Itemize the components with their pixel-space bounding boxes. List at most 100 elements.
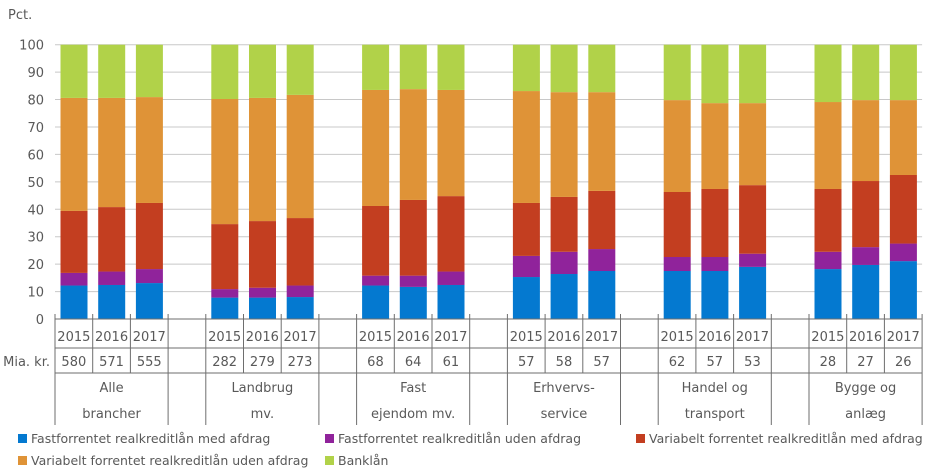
x-tick-year: 2015: [811, 330, 844, 345]
bar-segment-1: [550, 251, 578, 275]
group-label: Fast: [400, 381, 426, 396]
bar-segment-3: [249, 97, 276, 222]
bar-segment-4: [60, 44, 88, 98]
amount-label: 53: [744, 355, 761, 370]
group-label: brancher: [82, 407, 141, 422]
y-tick-label: 90: [27, 66, 44, 81]
amount-label: 68: [367, 355, 384, 370]
bar-segment-2: [249, 221, 276, 288]
amount-label: 282: [212, 355, 237, 370]
bar-segment-2: [663, 191, 691, 258]
group-label: mv.: [251, 407, 274, 422]
x-tick-year: 2016: [849, 330, 882, 345]
bar-segment-2: [98, 207, 126, 272]
bar-segment-3: [437, 89, 465, 197]
bar-segment-4: [889, 44, 917, 101]
x-tick-year: 2016: [95, 330, 128, 345]
bar-segment-4: [739, 44, 767, 104]
bar-segment-3: [852, 100, 880, 182]
group-label: ejendom mv.: [371, 407, 455, 422]
x-tick-year: 2015: [661, 330, 694, 345]
x-tick-year: 2017: [434, 330, 467, 345]
legend-swatch: [636, 434, 645, 443]
group-label: Landbrug: [231, 381, 293, 396]
bar-segment-0: [362, 285, 390, 319]
amount-label: 62: [669, 355, 686, 370]
bar-segment-1: [889, 243, 917, 262]
bar-segment-0: [663, 270, 691, 319]
group-label: service: [541, 407, 588, 422]
bar-segment-0: [60, 285, 88, 319]
legend-item: Variabelt forrentet realkreditlån med af…: [636, 431, 923, 446]
bar-segment-0: [437, 284, 465, 319]
amount-label: 580: [61, 355, 86, 370]
x-tick-year: 2015: [57, 330, 90, 345]
legend-swatch: [18, 434, 27, 443]
amount-label: 64: [405, 355, 422, 370]
legend-swatch: [18, 456, 27, 465]
bar-segment-1: [98, 271, 126, 285]
bar-segment-3: [512, 91, 540, 203]
bar-segment-2: [588, 190, 616, 250]
x-tick-year: 2016: [246, 330, 279, 345]
bar-segment-0: [249, 297, 276, 319]
bar-segment-3: [701, 103, 729, 189]
legend-label: Variabelt forrentet realkreditlån uden a…: [31, 453, 309, 468]
amount-label: 273: [288, 355, 313, 370]
bar-segment-4: [588, 44, 616, 93]
x-tick-year: 2015: [359, 330, 392, 345]
bar-segment-3: [550, 92, 578, 197]
bar-segment-0: [286, 297, 314, 319]
bar-segment-2: [739, 185, 767, 254]
bar-segment-1: [437, 271, 465, 285]
bar-segment-2: [437, 196, 465, 272]
y-tick-label: 10: [27, 286, 44, 301]
group-label: Erhvervs-: [533, 381, 595, 396]
bar-segment-1: [814, 251, 842, 270]
bar-segment-4: [362, 44, 390, 90]
bar-segment-3: [739, 103, 767, 186]
amount-row-label: Mia. kr.: [3, 355, 50, 370]
bar-segment-4: [135, 44, 163, 98]
legend-swatch: [325, 434, 334, 443]
bar-segment-0: [852, 264, 880, 319]
amount-label: 555: [137, 355, 162, 370]
bar-segment-0: [550, 274, 578, 319]
y-tick-label: 0: [36, 313, 44, 328]
bar-segment-4: [249, 44, 276, 98]
bar-segment-3: [399, 89, 427, 200]
legend-label: Fastforrentet realkreditlån uden afdrag: [338, 431, 582, 446]
legend-label: Fastforrentet realkreditlån med afdrag: [31, 431, 271, 446]
y-axis-label: Pct.: [8, 8, 32, 23]
bar-segment-1: [663, 257, 691, 271]
x-tick-year: 2017: [585, 330, 618, 345]
bar-segment-3: [814, 102, 842, 189]
group-label: transport: [685, 407, 745, 422]
bar-segment-4: [98, 44, 126, 98]
bar-segment-4: [399, 44, 427, 90]
x-tick-year: 2016: [397, 330, 430, 345]
legend-item: Fastforrentet realkreditlån med afdrag: [18, 431, 270, 446]
bar-segment-3: [286, 94, 314, 219]
bar-segment-4: [437, 44, 465, 90]
y-tick-label: 100: [19, 39, 44, 54]
bar-segment-4: [852, 44, 880, 101]
bar-segment-1: [362, 275, 390, 286]
bar-segment-0: [701, 270, 729, 319]
bar-segment-2: [399, 199, 427, 276]
bar-segment-0: [399, 286, 427, 319]
bar-segment-4: [512, 44, 540, 92]
x-tick-year: 2016: [547, 330, 580, 345]
x-tick-year: 2016: [698, 330, 731, 345]
x-tick-year: 2017: [736, 330, 769, 345]
bar-segment-2: [814, 188, 842, 252]
y-tick-label: 20: [27, 258, 44, 273]
amount-label: 279: [250, 355, 275, 370]
amount-label: 27: [857, 355, 874, 370]
bar-segment-3: [135, 97, 163, 203]
bar-segment-2: [701, 188, 729, 258]
amount-label: 57: [593, 355, 610, 370]
bar-segment-4: [663, 44, 691, 101]
y-tick-label: 40: [27, 203, 44, 218]
